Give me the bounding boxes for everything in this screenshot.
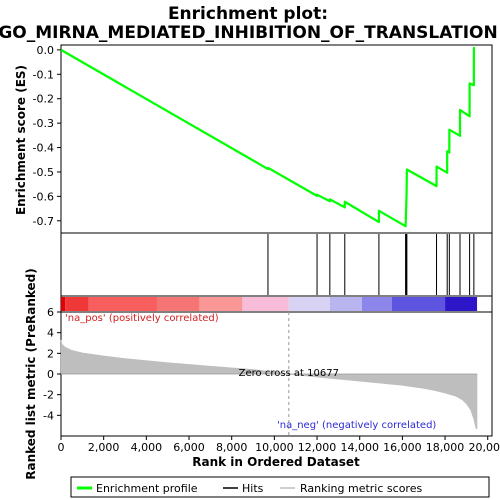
es-y-tick-label: -0.2 [33,93,54,106]
legend-box [70,476,490,498]
colorbar-segment [445,297,478,311]
x-tick-label: 14,000 [340,441,379,454]
colorbar-segment [61,297,66,311]
colorbar-segment [391,297,446,311]
colorbar-segment [288,297,330,311]
positive-correlation-label: 'na_pos' (positively correlated) [65,313,219,324]
rank-colorbar [61,297,478,311]
legend-label-enrichment-profile: Enrichment profile [96,482,198,495]
metric-y-tick-label: -2 [43,389,54,402]
colorbar-segment [199,297,243,311]
colorbar-segment [65,297,89,311]
metric-y-tick-label: -4 [43,409,54,422]
x-tick-label: 12,000 [298,441,337,454]
es-y-tick-label: -0.1 [33,68,54,81]
enrichment-panel-frame [60,44,493,234]
ranked-metric-area [60,339,478,430]
colorbar-segment [157,297,200,311]
x-tick-label: 8,000 [216,441,248,454]
zero-cross-label: Zero cross at 10677 [239,368,339,379]
metric-y-axis-label: Ranked list metric (PreRanked) [24,268,38,480]
es-y-tick-label: -0.5 [33,166,54,179]
es-y-axis: 0.0 -0.1 -0.2 -0.3 -0.4 -0.5 -0.6 -0.7 [33,44,61,228]
colorbar-segment [361,297,392,311]
es-y-tick-label: -0.6 [33,190,54,203]
metric-y-tick-label: 0 [47,368,54,381]
x-tick-label: 4,000 [131,441,163,454]
x-tick-label: 6,000 [173,441,205,454]
es-y-axis-label: Enrichment score (ES) [14,65,28,215]
negative-correlation-label: 'na_neg' (negatively correlated) [277,420,436,431]
metric-y-tick-label: 4 [47,327,54,340]
es-y-tick-label: -0.4 [33,142,54,155]
x-axis: 0 2,000 4,000 6,000 8,000 10,000 12,000 14,000 1… [58,436,500,454]
legend-label-ranking-metric: Ranking metric scores [300,482,422,495]
chart-title-line-1: Enrichment plot: [168,4,328,24]
metric-y-axis: 6 4 2 0 -2 -4 [43,306,61,422]
colorbar-segment [242,297,289,311]
x-tick-label: 2,000 [88,441,120,454]
x-tick-label: 18,000 [426,441,465,454]
enrichment-profile-path [60,46,475,228]
x-tick-label: 10,000 [255,441,294,454]
metric-y-tick-label: 2 [47,347,54,360]
x-tick-label: 0 [58,441,65,454]
colorbar-segment [329,297,362,311]
ranked-metric-fill [60,339,478,430]
enrichment-profile-line [60,46,475,228]
colorbar-segment [88,297,158,311]
hits-panel-frame [60,232,493,297]
metric-y-tick-label: 6 [47,306,54,319]
es-y-tick-label: -0.3 [33,117,54,130]
es-y-tick-label: -0.7 [33,215,54,228]
hits-marks [267,234,475,295]
x-tick-label: 16,000 [383,441,422,454]
x-axis-label: Rank in Ordered Dataset [192,455,360,469]
es-y-tick-label: 0.0 [37,44,55,57]
x-tick-label: 20,000 [468,441,500,454]
legend-label-hits: Hits [242,482,264,495]
chart-title-line-2: GO_MIRNA_MEDIATED_INHIBITION_OF_TRANSLAT… [0,23,498,43]
